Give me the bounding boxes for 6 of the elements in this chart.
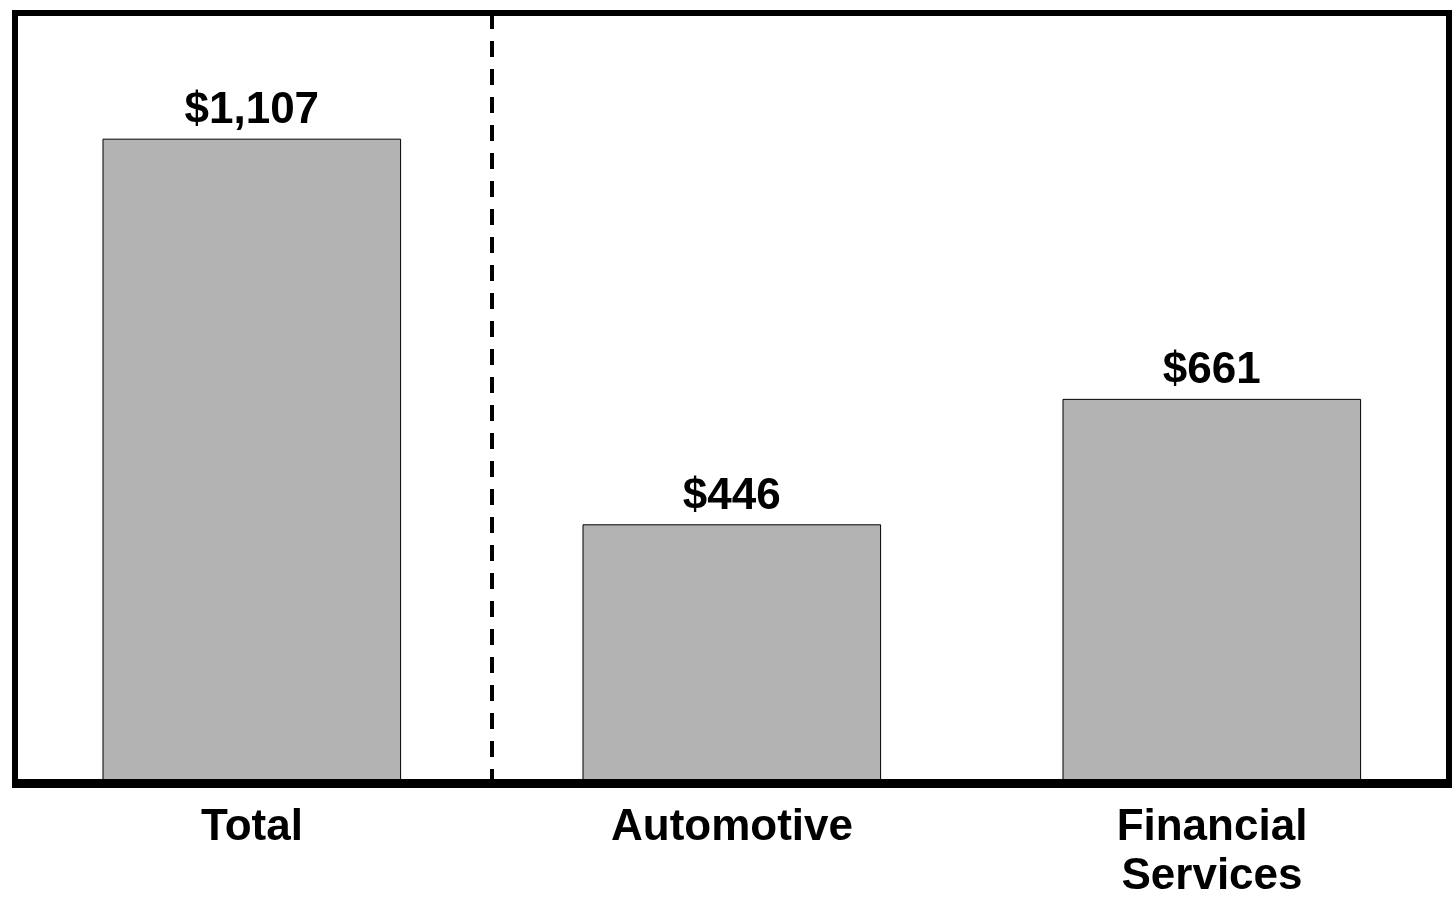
data-label: $1,107 — [184, 83, 320, 133]
data-label: $661 — [1162, 343, 1261, 393]
data-label: $446 — [682, 468, 781, 518]
x-tick-label: Automotive — [611, 800, 853, 850]
x-tick-label: Financial Services — [1116, 800, 1308, 898]
x-tick-label: Total — [201, 800, 303, 850]
